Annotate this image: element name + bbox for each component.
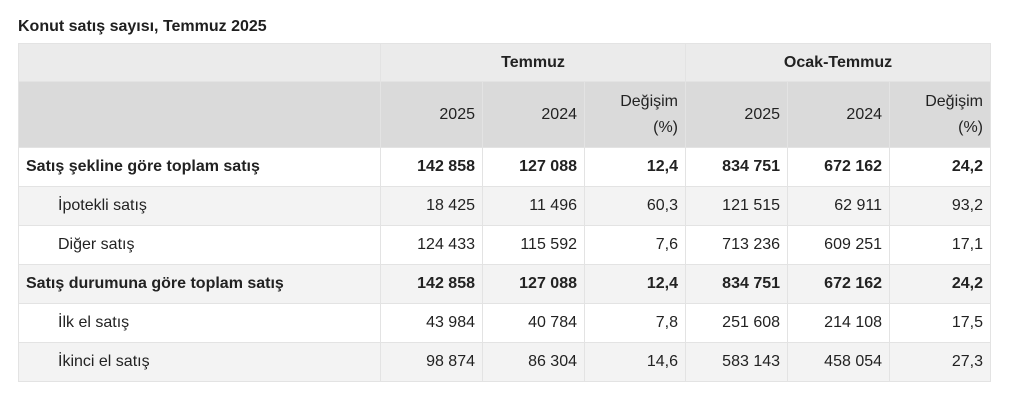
cell-value: 251 608 (685, 303, 789, 343)
header-col-2: 2024 (482, 81, 585, 148)
cell-value: 98 874 (380, 342, 483, 382)
row-label: İkinci el satış (18, 342, 381, 382)
cell-value: 86 304 (482, 342, 585, 382)
cell-value: 17,1 (889, 225, 992, 265)
header-corner-lower (18, 81, 381, 148)
cell-value: 14,6 (583, 342, 687, 382)
cell-value: 609 251 (787, 225, 891, 265)
cell-value: 11 496 (482, 186, 585, 226)
table-row: İkinci el satış 98 874 86 304 14,6 583 1… (18, 342, 992, 382)
row-label: Diğer satış (18, 225, 381, 265)
cell-value: 458 054 (787, 342, 891, 382)
cell-value: 40 784 (482, 303, 585, 343)
table-title: Konut satış sayısı, Temmuz 2025 (18, 18, 267, 35)
cell-value: 672 162 (787, 264, 891, 304)
cell-value: 60,3 (583, 186, 687, 226)
cell-value: 12,4 (583, 264, 687, 304)
cell-value: 62 911 (787, 186, 891, 226)
cell-value: 24,2 (889, 147, 992, 187)
header-col-line1: 2024 (846, 105, 883, 123)
cell-value: 7,6 (583, 225, 687, 265)
cell-value: 672 162 (787, 147, 891, 187)
table-row: İpotekli satış 18 425 11 496 60,3 121 51… (18, 186, 992, 226)
table-row: Diğer satış 124 433 115 592 7,6 713 236 … (18, 225, 992, 265)
cell-value: 12,4 (583, 147, 687, 187)
header-col-line1: Değişim (620, 92, 679, 110)
header-row-groups: Temmuz Ocak-Temmuz (18, 43, 992, 82)
cell-value: 583 143 (685, 342, 789, 382)
cell-value: 7,8 (583, 303, 687, 343)
row-label: İpotekli satış (18, 186, 381, 226)
cell-value: 142 858 (380, 264, 483, 304)
cell-value: 214 108 (787, 303, 891, 343)
table-row: Satış şekline göre toplam satış 142 858 … (18, 147, 992, 187)
row-label: Satış durumuna göre toplam satış (18, 264, 381, 304)
header-group-ocak-temmuz: Ocak-Temmuz (685, 43, 992, 82)
cell-value: 115 592 (482, 225, 585, 265)
cell-value: 24,2 (889, 264, 992, 304)
header-col-1: 2025 (380, 81, 483, 148)
row-label: İlk el satış (18, 303, 381, 343)
header-row-columns: 2025 2024 Değişim (%) 2025 2024 Değişim (%… (18, 81, 992, 148)
cell-value: 121 515 (685, 186, 789, 226)
header-col-4: 2025 (685, 81, 789, 148)
header-col-5: 2024 (787, 81, 891, 148)
header-col-line1: 2025 (744, 105, 781, 123)
cell-value: 127 088 (482, 147, 585, 187)
header-col-3: Değişim (%) (583, 81, 687, 148)
cell-value: 127 088 (482, 264, 585, 304)
header-col-line2: (%) (653, 118, 679, 136)
cell-value: 93,2 (889, 186, 992, 226)
cell-value: 124 433 (380, 225, 483, 265)
row-label: Satış şekline göre toplam satış (18, 147, 381, 187)
table-row: İlk el satış 43 984 40 784 7,8 251 608 2… (18, 303, 992, 343)
header-col-6: Değişim (%) (889, 81, 992, 148)
table-row: Satış durumuna göre toplam satış 142 858… (18, 264, 992, 304)
header-corner (18, 43, 381, 82)
cell-value: 142 858 (380, 147, 483, 187)
header-group-temmuz: Temmuz (379, 43, 687, 82)
cell-value: 27,3 (889, 342, 992, 382)
cell-value: 18 425 (380, 186, 483, 226)
housing-sales-table: Temmuz Ocak-Temmuz 2025 2024 Değişim (%) … (18, 43, 992, 382)
cell-value: 713 236 (685, 225, 789, 265)
cell-value: 834 751 (685, 147, 789, 187)
cell-value: 17,5 (889, 303, 992, 343)
header-col-line2: (%) (958, 118, 984, 136)
header-col-line1: 2025 (439, 105, 475, 123)
cell-value: 834 751 (685, 264, 789, 304)
header-col-line1: Değişim (925, 92, 984, 110)
header-col-line1: 2024 (541, 105, 577, 123)
cell-value: 43 984 (380, 303, 483, 343)
